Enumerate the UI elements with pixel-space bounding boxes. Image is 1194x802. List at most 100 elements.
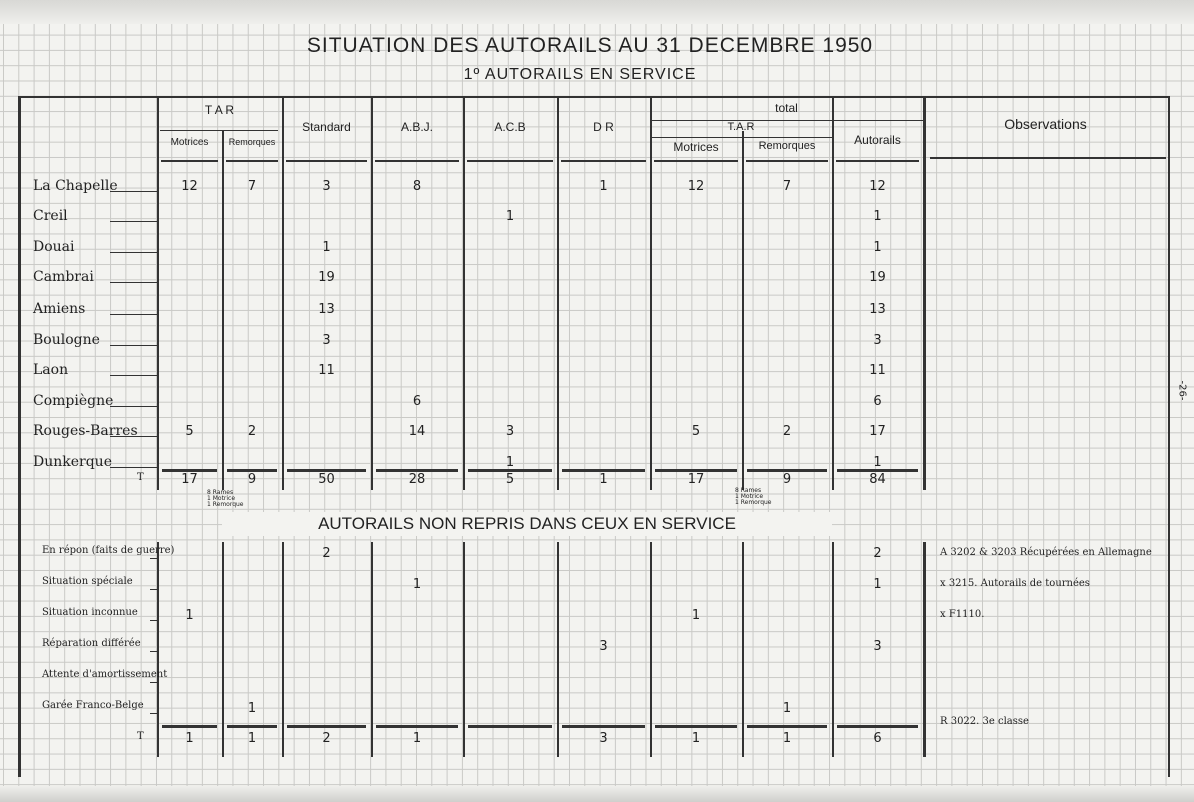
row-label: La Chapelle (33, 178, 118, 194)
observation: A 3202 & 3203 Récupérées en Allemagne (940, 547, 1152, 558)
total-rule (287, 725, 366, 728)
page-top-edge (0, 0, 1194, 24)
page-bottom-edge (0, 786, 1194, 802)
column-divider (832, 97, 834, 490)
total-value: 17 (687, 472, 705, 487)
row-arrow (110, 252, 158, 253)
row-arrow (150, 589, 158, 590)
column-divider (832, 542, 834, 757)
cell-value: 6 (873, 394, 882, 409)
cell-value: 1 (873, 209, 882, 224)
header-total-rule (650, 120, 923, 121)
column-divider (371, 542, 373, 757)
cell-value: 5 (185, 424, 194, 439)
header-rule (561, 160, 646, 162)
tar-note: 8 Rames (207, 489, 234, 496)
total-rule (162, 469, 217, 472)
row-label: Réparation différée (42, 638, 141, 649)
row-label: Situation inconnue (42, 607, 138, 618)
total-value: 3 (599, 731, 608, 746)
cell-value: 1 (873, 577, 882, 592)
total-tar-note: 8 Rames (735, 487, 762, 494)
total-label: T (137, 472, 144, 483)
column-divider (463, 542, 465, 757)
cell-value: 12 (687, 179, 705, 194)
table-right-border (1168, 97, 1170, 777)
cell-value: 1 (599, 179, 608, 194)
cell-value: 2 (322, 546, 331, 561)
column-divider (557, 542, 559, 757)
cell-value: 3 (505, 424, 515, 439)
cell-value: 19 (869, 270, 886, 285)
total-value: 9 (247, 472, 257, 487)
cell-value: 8 (412, 179, 422, 194)
header-observations: Observations (1004, 116, 1087, 132)
column-divider (923, 97, 926, 490)
row-label: Situation spéciale (42, 576, 133, 587)
total-value: 6 (873, 731, 882, 746)
header-total-tar: T.A.R (727, 121, 755, 133)
cell-value: 12 (869, 179, 886, 194)
total-rule (227, 725, 277, 728)
not-in-service-heading: AUTORAILS NON REPRIS DANS CEUX EN SERVIC… (222, 512, 832, 536)
cell-value: 14 (408, 424, 426, 439)
cell-value: 7 (782, 179, 792, 194)
total-value: 9 (782, 472, 792, 487)
total-observation: R 3022. 3e classe (940, 716, 1029, 727)
cell-value: 1 (691, 608, 701, 623)
cell-value: 19 (318, 270, 335, 285)
header-abj: A.B.J. (400, 120, 433, 134)
cell-value: 7 (247, 179, 257, 194)
cell-value: 1 (505, 455, 515, 470)
header-remorques: Remorques (228, 137, 276, 147)
cell-value: 3 (873, 639, 882, 654)
cell-value: 1 (322, 240, 331, 255)
cell-value: 2 (247, 424, 257, 439)
total-value: 1 (691, 731, 701, 746)
observation: x 3215. Autorails de tournées (940, 578, 1090, 589)
table-top-border (18, 96, 1170, 98)
cell-value: 3 (322, 179, 331, 194)
row-label: Compiègne (33, 393, 114, 409)
cell-value: 1 (247, 701, 257, 716)
column-divider (650, 97, 652, 490)
row-label: Creil (33, 208, 68, 224)
total-rule (468, 469, 552, 472)
cell-value: 3 (599, 639, 608, 654)
column-divider (650, 542, 652, 757)
header-rule (286, 160, 367, 162)
cell-value: 1 (873, 455, 882, 470)
column-divider (371, 97, 373, 490)
row-label: Attente d'amortissement (42, 669, 168, 680)
total-rule (287, 469, 366, 472)
cell-value: 13 (318, 302, 335, 317)
row-arrow (150, 558, 158, 559)
total-rule (468, 725, 552, 728)
column-divider (463, 97, 465, 490)
cell-value: 13 (869, 302, 886, 317)
row-arrow (150, 682, 158, 683)
cell-value: 1 (873, 240, 882, 255)
total-value: 1 (599, 472, 608, 487)
column-divider (282, 97, 284, 490)
column-divider (557, 97, 559, 490)
header-rule (467, 160, 553, 162)
row-arrow (150, 651, 158, 652)
column-divider (742, 131, 744, 490)
header-tar-rule (160, 130, 278, 131)
total-rule (655, 725, 737, 728)
header-rule (930, 157, 1166, 159)
total-rule (655, 469, 737, 472)
total-value: 17 (181, 472, 198, 487)
cell-value: 12 (181, 179, 198, 194)
cell-value: 1 (505, 209, 515, 224)
row-arrow (110, 191, 158, 192)
row-label: Garée Franco-Belge (42, 700, 144, 711)
total-rule (562, 725, 645, 728)
total-rule (837, 725, 918, 728)
row-label: Cambrai (33, 269, 94, 285)
header-autorails: Autorails (854, 133, 901, 147)
header-rule (746, 160, 828, 162)
row-arrow (110, 406, 158, 407)
total-rule (747, 725, 827, 728)
